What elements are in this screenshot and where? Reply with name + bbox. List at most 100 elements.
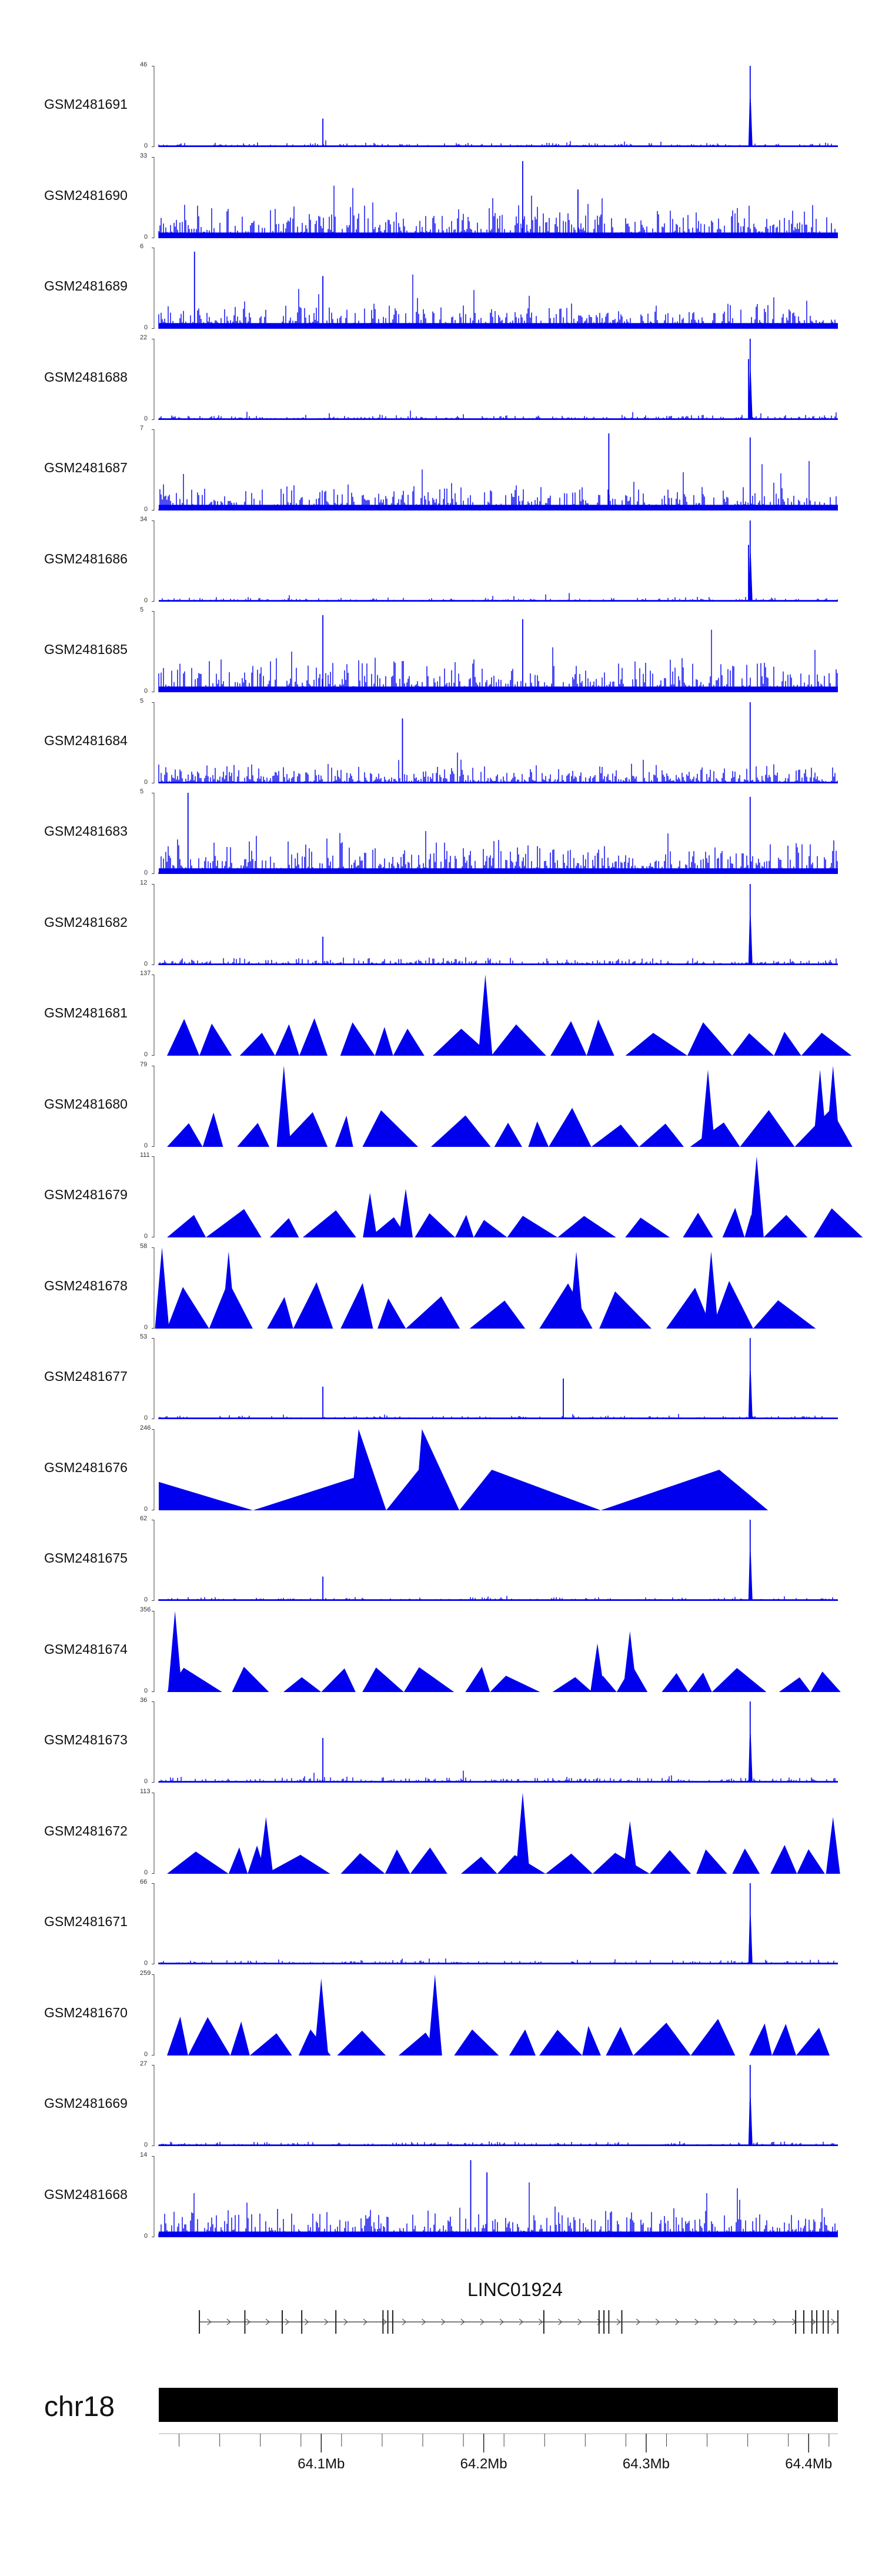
track-label: GSM2481686: [44, 550, 128, 566]
signal-bars: [158, 1770, 838, 1783]
track-label: GSM2481668: [44, 2186, 128, 2202]
track-label: GSM2481669: [44, 2095, 128, 2111]
signal-peak: [700, 1069, 715, 1147]
signal-peak: [363, 1193, 377, 1237]
track-label: GSM2481678: [44, 1277, 128, 1293]
strand-arrow: [616, 2318, 621, 2325]
strand-arrow: [714, 2318, 719, 2325]
signal-peak: [478, 975, 493, 1056]
signal-bars: [158, 2182, 838, 2237]
strand-arrow: [402, 2318, 407, 2325]
track-label: GSM2481682: [44, 914, 128, 930]
signal-track: [152, 2065, 838, 2146]
track-label: GSM2481679: [44, 1187, 128, 1202]
signal-peak-body: [748, 916, 753, 965]
y-min-label: 0: [144, 1233, 148, 1240]
y-max-label: 7: [140, 425, 144, 432]
signal-baseline: [159, 418, 838, 420]
y-max-label: 33: [140, 152, 148, 159]
y-max-label: 111: [140, 1152, 150, 1159]
gene-model: [199, 2310, 838, 2334]
track-label: GSM2481684: [44, 732, 128, 748]
signal-peak: [155, 1247, 169, 1329]
track-label: GSM2481683: [44, 823, 128, 839]
signal-track: [152, 1065, 853, 1147]
signal-peak-body: [748, 98, 753, 147]
y-min-label: 0: [144, 506, 148, 513]
signal-track: [152, 1247, 831, 1329]
track-label: GSM2481677: [44, 1369, 128, 1384]
signal-peak: [623, 1820, 637, 1874]
signal-track: [152, 1974, 830, 2056]
strand-arrow: [343, 2318, 348, 2325]
signal-baseline: [159, 1781, 838, 1783]
strand-arrow: [538, 2318, 543, 2325]
signal-bars: [158, 831, 838, 874]
y-max-label: 356: [140, 1606, 151, 1613]
signal-peak: [826, 1065, 840, 1147]
signal-track: [152, 429, 838, 510]
strand-arrow: [460, 2318, 465, 2325]
signal-peak: [314, 1978, 329, 2056]
signal-baseline: [159, 2231, 838, 2237]
signal-baseline: [159, 145, 838, 147]
signal-bars: [158, 752, 838, 783]
y-min-label: 0: [144, 1960, 148, 1967]
y-max-label: 5: [140, 788, 144, 795]
strand-arrow: [733, 2318, 738, 2325]
signal-track: [152, 611, 838, 692]
strand-arrow: [655, 2318, 660, 2325]
strand-arrow: [382, 2318, 387, 2325]
y-min-label: 0: [144, 415, 148, 422]
signal-peak: [749, 1156, 764, 1237]
strand-arrow: [207, 2318, 212, 2325]
track-label: GSM2481672: [44, 1823, 128, 1838]
y-min-label: 0: [144, 233, 148, 241]
signal-track: [152, 66, 838, 147]
y-min-label: 0: [144, 1323, 148, 1331]
y-max-label: 12: [140, 879, 148, 886]
track-label: GSM2481689: [44, 278, 128, 293]
strand-arrow: [265, 2318, 270, 2325]
signal-area: [159, 1429, 769, 1510]
signal-baseline: [159, 1963, 838, 1964]
y-min-label: 0: [144, 1142, 148, 1149]
signal-track: [152, 1520, 838, 1601]
signal-peak: [623, 1631, 637, 1692]
signal-baseline: [159, 868, 838, 874]
signal-peak: [259, 1816, 273, 1874]
ideogram-band: [159, 2388, 838, 2422]
signal-track: [152, 1338, 838, 1419]
y-max-label: 79: [140, 1060, 148, 1068]
signal-area: [167, 1844, 833, 1874]
signal-track: [152, 1792, 840, 1874]
y-min-label: 0: [144, 1051, 148, 1058]
signal-baseline: [159, 1599, 838, 1601]
track-label: GSM2481690: [44, 187, 128, 203]
signal-peak-body: [748, 1916, 753, 1964]
y-max-label: 22: [140, 333, 148, 341]
strand-arrow: [363, 2318, 368, 2325]
signal-peak: [826, 1816, 840, 1874]
y-max-label: 113: [140, 1787, 151, 1795]
strand-arrow: [285, 2318, 290, 2325]
track-label: GSM2481685: [44, 642, 128, 657]
signal-bars: [158, 629, 838, 692]
signal-bars: [158, 185, 838, 238]
signal-area: [167, 1107, 853, 1147]
signal-peak-body: [748, 371, 753, 420]
y-min-label: 0: [144, 688, 148, 695]
signal-track: [152, 520, 838, 602]
y-min-label: 0: [144, 960, 148, 967]
signal-peak-body: [748, 1734, 753, 1783]
track-label: GSM2481671: [44, 1914, 128, 1929]
signal-baseline: [159, 599, 838, 602]
track-label: GSM2481670: [44, 2004, 128, 2020]
signal-track: [152, 248, 838, 329]
signal-baseline: [159, 781, 838, 783]
strand-arrow: [305, 2318, 309, 2325]
track-label: GSM2481680: [44, 1096, 128, 1112]
signal-track: [152, 156, 838, 238]
signal-area: [167, 1665, 841, 1692]
signal-peak: [276, 1065, 291, 1147]
